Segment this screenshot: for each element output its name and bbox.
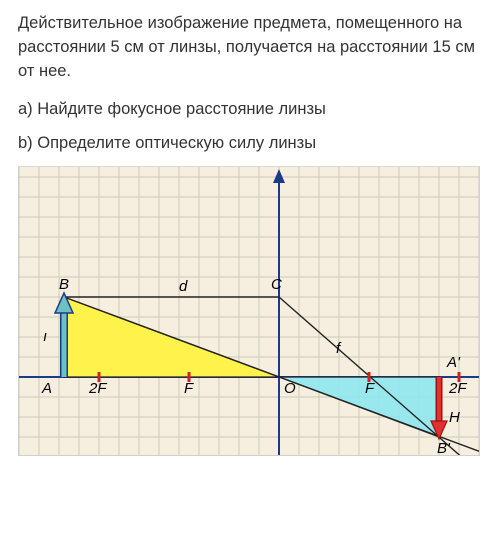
label-d: d [179, 278, 188, 295]
label-2F-right: 2F [448, 380, 467, 397]
question-b: b) Определите оптическую силу линзы [18, 132, 482, 156]
label-F-left: F [184, 380, 194, 397]
problem-statement: Действительное изображение предмета, пом… [18, 12, 482, 84]
label-i: ı [43, 328, 47, 345]
label-C: C [271, 276, 282, 293]
label-2F-left: 2F [88, 380, 107, 397]
lens-diagram: B C d ı A 2F F О F 2F f A' H B' [18, 166, 480, 456]
label-H: H [449, 409, 460, 426]
label-F-right: F [365, 380, 375, 397]
question-a: a) Найдите фокусное расстояние линзы [18, 98, 482, 122]
label-B: B [59, 276, 69, 293]
label-A-prime: A' [446, 354, 461, 371]
label-A: A [41, 380, 52, 397]
label-B-prime: B' [437, 440, 451, 456]
label-O: О [284, 380, 296, 397]
